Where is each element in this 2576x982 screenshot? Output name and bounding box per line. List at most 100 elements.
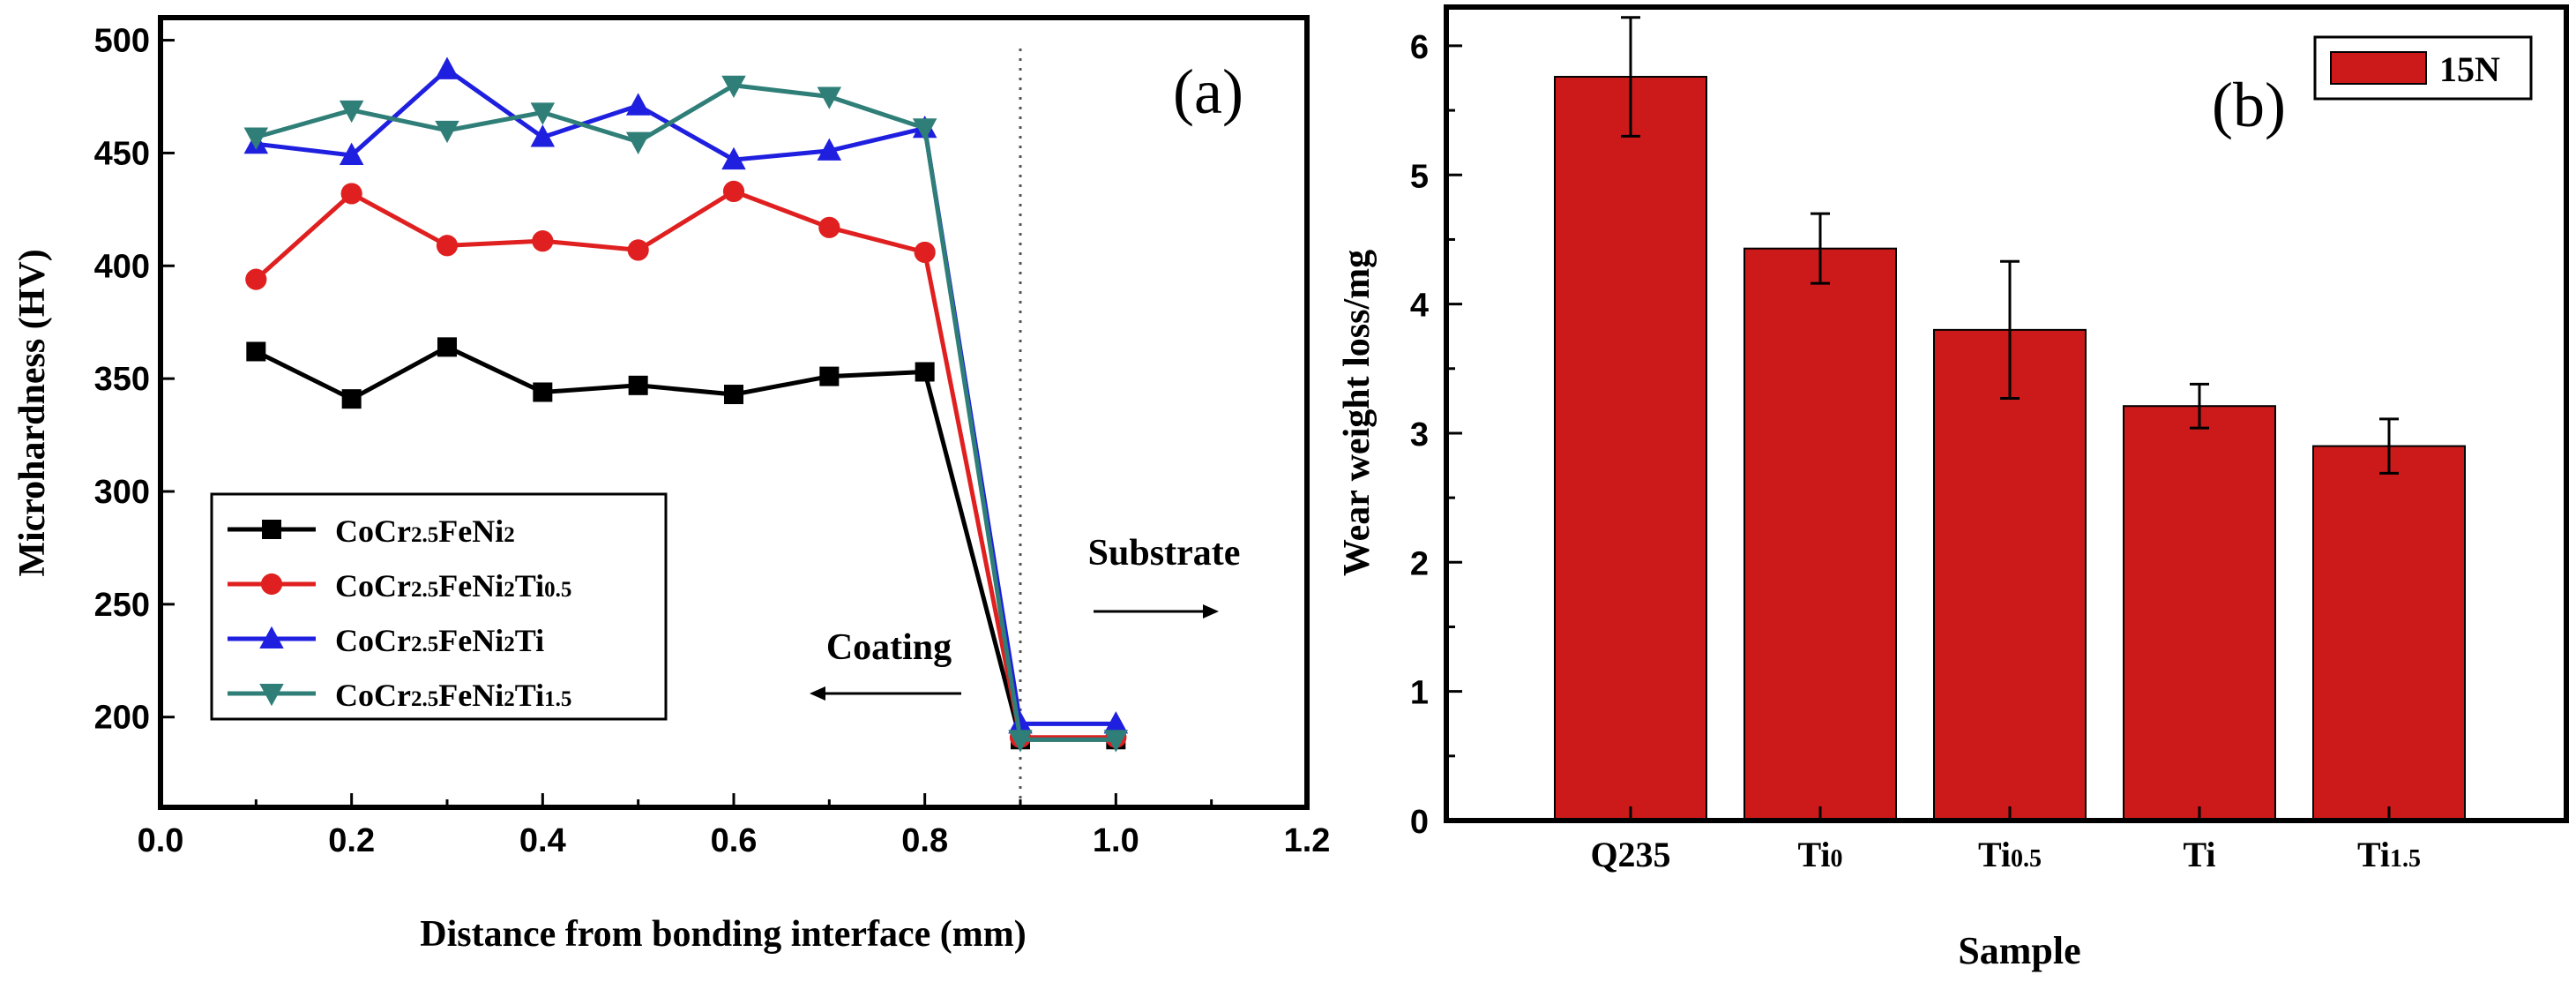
data-point-marker: [339, 100, 364, 124]
data-point-marker: [339, 142, 364, 165]
error-bar: [2379, 417, 2399, 475]
x-tick-label: 0.0: [138, 822, 184, 859]
series-1: [245, 180, 1127, 748]
data-point-marker: [243, 127, 269, 150]
data-point-marker: [722, 180, 745, 202]
series-line: [255, 83, 1116, 742]
legend-label: CoCr2.5FeNi2: [335, 513, 515, 549]
x-category-label: Ti0: [1797, 835, 1842, 874]
panel-a-line-chart: 0.0 0.2 0.4 0.6 0.8 1.0 1.2 200 250 300 350 400 450…: [12, 15, 1331, 955]
y-tick-label: 350: [94, 361, 150, 398]
panel-b-bar-chart: 0 1 2 3 4 5 6 Q235 Ti0 Ti0.5 Ti Ti1.5 (b) Sample W…: [1337, 4, 2569, 972]
legend-label: CoCr2.5FeNi2Ti: [335, 623, 544, 658]
error-bar: [2000, 259, 2020, 400]
bar-group: [1554, 16, 1707, 822]
error-bar: [1811, 212, 1830, 285]
bar: [1933, 328, 2087, 822]
bar-group: [1933, 259, 2087, 822]
x-category-label: Ti1.5: [2357, 835, 2421, 874]
y-tick-label: 300: [94, 474, 150, 511]
coating-annotation: Coating: [826, 627, 952, 668]
x-tick-label: 1.0: [1093, 822, 1139, 859]
x-tick-label: 0.4: [519, 822, 566, 859]
data-point-marker: [245, 268, 267, 290]
data-point-marker: [435, 120, 459, 144]
panel-b-plot-frame: [1444, 4, 2569, 823]
data-point-marker: [437, 337, 457, 357]
data-point-marker: [1103, 711, 1129, 734]
y-tick-label: 500: [94, 23, 150, 60]
data-point-marker: [915, 362, 935, 382]
y-tick-label: 200: [94, 700, 150, 737]
data-point-marker: [721, 75, 746, 99]
y-tick-label: 1: [1410, 675, 1429, 712]
data-point-marker: [260, 573, 283, 596]
data-point-marker: [532, 230, 554, 252]
bar: [2312, 445, 2466, 821]
y-tick-label: 2: [1410, 545, 1429, 582]
series-3: [243, 75, 1129, 753]
data-point-marker: [436, 235, 459, 257]
y-tick-label: 250: [94, 587, 150, 624]
substrate-annotation: Substrate: [1088, 533, 1241, 573]
x-category-label: Ti0.5: [1978, 835, 2042, 874]
bar-group: [1743, 212, 1897, 821]
data-point-marker: [1103, 730, 1129, 753]
data-point-marker: [625, 93, 651, 116]
legend-item: CoCr2.5FeNi2: [228, 513, 515, 549]
legend-swatch: [2330, 51, 2427, 85]
data-point-marker: [530, 124, 556, 147]
data-point-marker: [627, 239, 649, 261]
data-point-marker: [914, 241, 936, 264]
bar: [1743, 247, 1897, 821]
data-point-marker: [818, 216, 840, 238]
bar-group: [2123, 382, 2276, 821]
series-line: [255, 344, 1116, 742]
x-category-label: Ti: [2183, 835, 2215, 874]
data-point-marker: [341, 389, 362, 409]
y-tick-label: 450: [94, 135, 150, 172]
panel-a-y-axis-label: Microhardness (HV): [12, 249, 53, 576]
data-point-marker: [259, 684, 284, 707]
legend-label: CoCr2.5FeNi2Ti0.5: [335, 568, 571, 603]
data-point-marker: [1008, 711, 1033, 734]
y-tick-label: 400: [94, 248, 150, 285]
error-bar: [1621, 16, 1640, 138]
panel-a-x-axis-label: Distance from bonding interface (mm): [420, 914, 1026, 955]
panel-b-x-axis-label: Sample: [1958, 929, 2080, 972]
legend-item: CoCr2.5FeNi2Ti1.5: [228, 678, 571, 713]
y-tick-label: 4: [1410, 288, 1429, 325]
legend-item: CoCr2.5FeNi2Ti: [228, 623, 544, 658]
x-tick-label: 1.2: [1284, 822, 1331, 859]
data-point-marker: [628, 375, 648, 395]
data-point-marker: [340, 183, 362, 205]
bar: [1554, 76, 1707, 822]
y-tick-label: 6: [1410, 29, 1429, 66]
panel-b-y-axis-label: Wear weight loss/mg: [1337, 250, 1378, 576]
data-point-marker: [625, 131, 651, 154]
y-tick-label: 0: [1410, 804, 1429, 841]
error-bar: [2190, 382, 2209, 430]
data-point-marker: [721, 146, 746, 170]
panel-a-label: (a): [1173, 56, 1243, 127]
legend-label: 15N: [2439, 49, 2500, 89]
data-point-marker: [533, 382, 553, 402]
x-tick-label: 0.2: [328, 822, 375, 859]
data-point-marker: [912, 118, 937, 141]
substrate-arrow: [1094, 604, 1219, 618]
legend-item: CoCr2.5FeNi2Ti0.5: [228, 568, 571, 603]
data-point-marker: [817, 86, 842, 109]
x-tick-label: 0.6: [711, 822, 758, 859]
panel-b-label: (b): [2212, 70, 2286, 140]
x-category-label: Q235: [1590, 835, 1670, 874]
bar-group: [2312, 417, 2466, 821]
panel-a-legend: CoCr2.5FeNi2 CoCr2.5FeNi2Ti0.5 CoCr2.5FeNi…: [210, 492, 668, 721]
bar: [2123, 405, 2276, 821]
data-point-marker: [724, 385, 743, 405]
data-point-marker: [259, 626, 284, 648]
data-point-marker: [1008, 730, 1033, 753]
data-point-marker: [530, 102, 556, 125]
data-point-marker: [435, 56, 459, 79]
data-point-marker: [246, 341, 266, 362]
